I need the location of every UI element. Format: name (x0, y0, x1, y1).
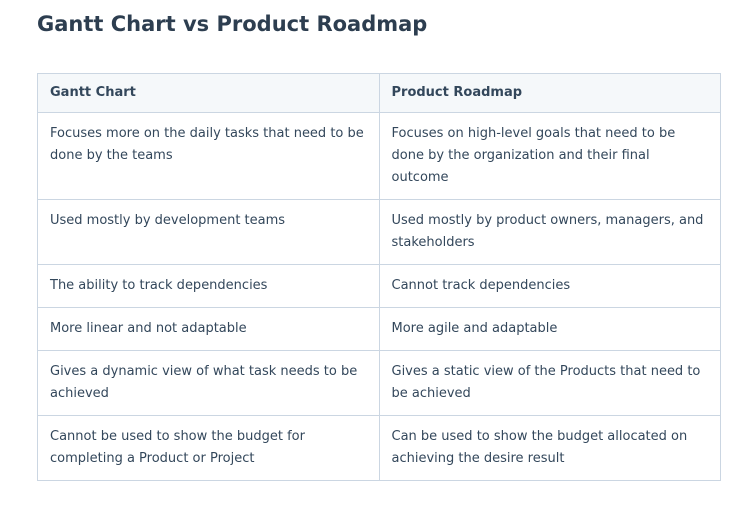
table-cell: Gives a static view of the Products that… (378, 350, 721, 416)
header-cell: Product Roadmap (378, 73, 721, 113)
comparison-table: Gantt Chart Product Roadmap Focuses more … (37, 73, 721, 481)
table-row: More linear and not adaptable More agile … (37, 307, 721, 351)
table-row: Focuses more on the daily tasks that nee… (37, 112, 721, 200)
table-row: Cannot be used to show the budget for co… (37, 415, 721, 481)
table-cell: Cannot be used to show the budget for co… (37, 415, 380, 481)
table-cell: The ability to track dependencies (37, 264, 380, 308)
table-body: Focuses more on the daily tasks that nee… (37, 112, 721, 481)
table-cell: Used mostly by product owners, managers,… (378, 199, 721, 265)
table-cell: Cannot track dependencies (378, 264, 721, 308)
header-cell: Gantt Chart (37, 73, 380, 113)
table-cell: Focuses on high-level goals that need to… (378, 112, 721, 200)
table-cell: More linear and not adaptable (37, 307, 380, 351)
table-row: Used mostly by development teams Used mos… (37, 199, 721, 265)
table-row: The ability to track dependencies Cannot … (37, 264, 721, 308)
table-head: Gantt Chart Product Roadmap (37, 73, 721, 113)
table-cell: Gives a dynamic view of what task needs … (37, 350, 380, 416)
header-row: Gantt Chart Product Roadmap (37, 73, 721, 113)
table-cell: Used mostly by development teams (37, 199, 380, 265)
table-cell: Focuses more on the daily tasks that nee… (37, 112, 380, 200)
table-row: Gives a dynamic view of what task needs … (37, 350, 721, 416)
table-cell: More agile and adaptable (378, 307, 721, 351)
table-cell: Can be used to show the budget allocated… (378, 415, 721, 481)
title: Gantt Chart vs Product Roadmap (37, 12, 428, 36)
